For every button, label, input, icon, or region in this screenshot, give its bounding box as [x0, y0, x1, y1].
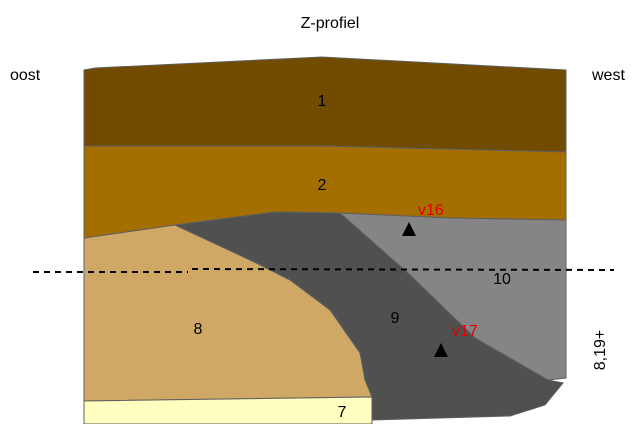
layer-8-label: 8: [194, 321, 203, 338]
orientation-east-label: oost: [10, 67, 41, 84]
find-v17-label: v17: [452, 323, 478, 340]
layer-1-label: 1: [318, 93, 327, 110]
layer-7-polygon: [83, 396, 373, 424]
find-v17-marker-triangle: [434, 343, 448, 357]
layer-10-label: 10: [493, 271, 511, 288]
depth-label: 8,19+: [592, 330, 609, 370]
layer-2-label: 2: [318, 177, 327, 194]
find-v16-label: v16: [418, 202, 444, 219]
layer-9-label: 9: [391, 310, 400, 327]
reference-line-right-segment: [191, 268, 615, 271]
layer-7-label: 7: [338, 404, 347, 421]
find-v16-marker-triangle: [402, 222, 416, 236]
orientation-west-label: west: [591, 67, 625, 84]
profile-title: Z-profiel: [301, 15, 360, 32]
